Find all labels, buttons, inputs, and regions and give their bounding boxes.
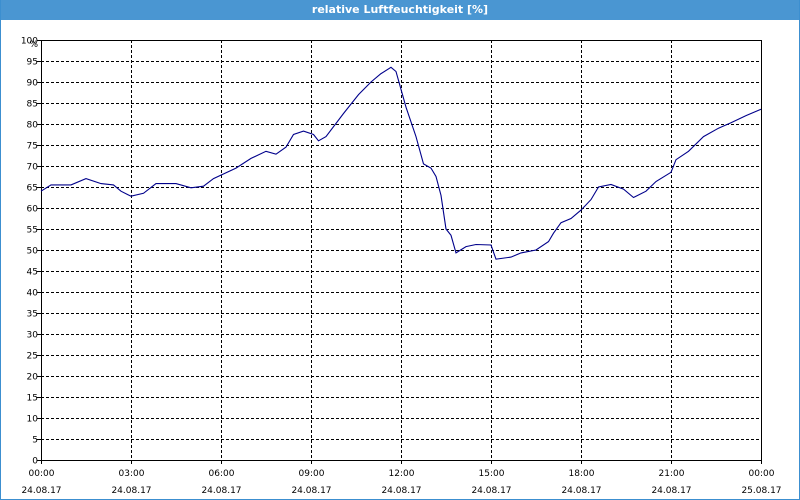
x-tick-date-label: 25.08.17 bbox=[741, 486, 781, 496]
y-tick-label: 0 bbox=[32, 457, 38, 467]
x-tick-time-label: 15:00 bbox=[479, 469, 505, 479]
x-tick-date-label: 24.08.17 bbox=[381, 486, 421, 496]
y-tick-label: 40 bbox=[27, 289, 39, 299]
x-tick-date-label: 24.08.17 bbox=[291, 486, 331, 496]
y-tick-label: 85 bbox=[27, 100, 38, 110]
y-tick-label: 20 bbox=[27, 373, 39, 383]
y-tick-label: 75 bbox=[27, 142, 38, 152]
x-tick-time-label: 21:00 bbox=[659, 469, 685, 479]
x-axis-ticks: 00:00 24.08.17 03:00 24.08.17 06:00 24.08.17 0… bbox=[21, 460, 782, 496]
y-tick-label: 25 bbox=[27, 352, 38, 362]
x-tick-date-label: 24.08.17 bbox=[21, 486, 61, 496]
x-tick-time-label: 00:00 bbox=[29, 469, 55, 479]
x-tick-date-label: 24.08.17 bbox=[561, 486, 601, 496]
y-tick-label: 50 bbox=[27, 247, 39, 257]
y-tick-label: 30 bbox=[27, 331, 39, 341]
y-axis-unit-label: % bbox=[29, 40, 38, 50]
y-tick-label: 55 bbox=[27, 226, 38, 236]
x-tick-time-label: 18:00 bbox=[569, 469, 595, 479]
y-tick-label: 95 bbox=[27, 58, 38, 68]
y-tick-label: 80 bbox=[27, 121, 39, 131]
x-tick-time-label: 06:00 bbox=[209, 469, 235, 479]
window-title: relative Luftfeuchtigkeit [%] bbox=[1, 0, 799, 20]
y-tick-label: 60 bbox=[27, 205, 39, 215]
x-tick-date-label: 24.08.17 bbox=[471, 486, 511, 496]
y-tick-label: 10 bbox=[27, 415, 39, 425]
y-tick-label: 35 bbox=[27, 310, 38, 320]
chart-grid bbox=[41, 40, 761, 460]
x-tick-time-label: 03:00 bbox=[119, 469, 145, 479]
x-tick-date-label: 24.08.17 bbox=[111, 486, 151, 496]
x-tick-time-label: 09:00 bbox=[299, 469, 325, 479]
x-tick-time-label: 00:00 bbox=[749, 469, 775, 479]
y-axis-ticks: 0 5 10 15 20 25 30 35 40 45 50 55 60 65 70 75 80 85 90 95 10… bbox=[21, 37, 41, 467]
x-tick-date-label: 24.08.17 bbox=[201, 486, 241, 496]
y-tick-label: 100 bbox=[21, 37, 38, 47]
y-tick-label: 15 bbox=[27, 394, 38, 404]
y-tick-label: 65 bbox=[27, 184, 38, 194]
y-tick-label: 90 bbox=[27, 79, 39, 89]
x-tick-time-label: 12:00 bbox=[389, 469, 415, 479]
y-tick-label: 5 bbox=[32, 436, 38, 446]
y-tick-label: 70 bbox=[27, 163, 39, 173]
y-tick-label: 45 bbox=[27, 268, 38, 278]
humidity-series-line bbox=[40, 66, 762, 260]
x-tick-date-label: 24.08.17 bbox=[651, 486, 691, 496]
